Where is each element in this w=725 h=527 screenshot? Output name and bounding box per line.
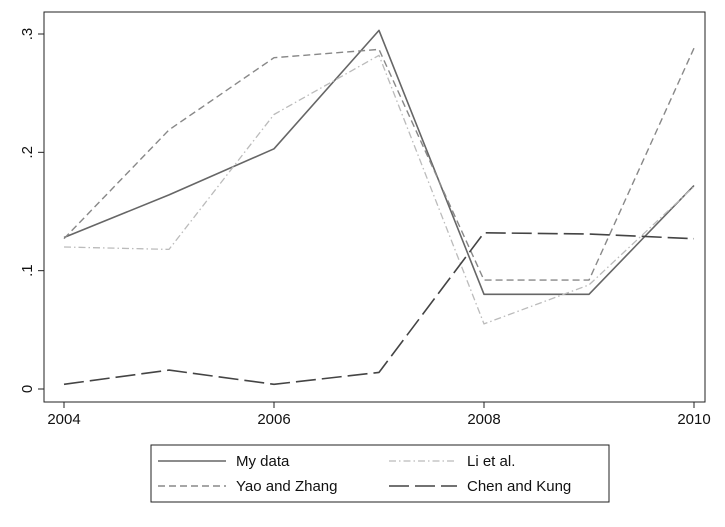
legend-label-yao-and-zhang: Yao and Zhang [236,478,337,495]
series-line-chen-and-kung [63,232,695,386]
series-layer [63,29,695,386]
legend-label-my-data: My data [236,453,290,470]
x-tick-label: 2010 [677,411,710,428]
plot-frame [43,11,706,403]
legend-label-chen-and-kung: Chen and Kung [467,478,571,495]
series-line-yao-and-zhang [63,47,695,281]
x-tick-label: 2006 [257,411,290,428]
y-tick-label: .1 [19,264,36,277]
x-tick-label: 2004 [47,411,80,428]
plot-area [43,11,706,403]
legend-label-li-et-al: Li et al. [467,453,515,470]
legend-box [150,444,610,503]
x-tick-label: 2008 [467,411,500,428]
y-tick-label: .3 [19,28,36,41]
series-line-li-et-al [63,54,695,325]
y-axis: 0 .1 .2 .3 [19,28,44,393]
y-tick-label: .2 [19,146,36,159]
series-line-my-data [63,29,695,296]
x-axis: 2004 2006 2008 2010 [47,402,711,428]
legend: My data Li et al. Yao and Zhang Chen and Ku… [150,444,610,503]
y-tick-label: 0 [19,385,36,393]
